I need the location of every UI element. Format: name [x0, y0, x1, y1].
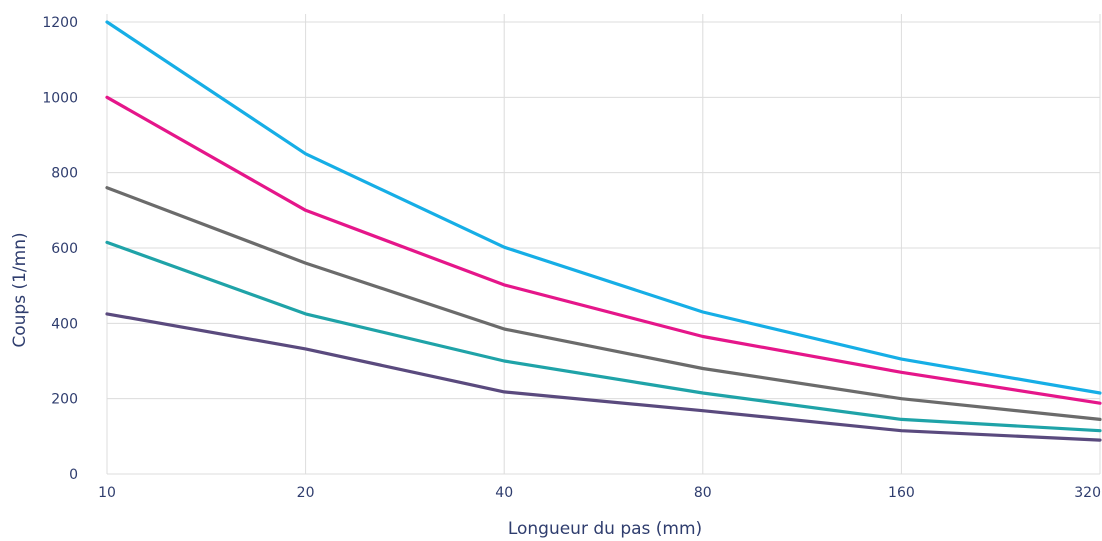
vertical-gridlines [106, 14, 1101, 474]
horizontal-gridlines [107, 21, 1100, 475]
x-tick-label: 320 [1074, 485, 1101, 501]
y-tick-label: 0 [69, 467, 78, 483]
series-line-2 [105, 95, 1102, 405]
x-tick-label: 80 [694, 485, 712, 501]
x-tick-label: 20 [297, 485, 315, 501]
series-lines [105, 20, 1102, 442]
x-tick-label: 10 [98, 485, 116, 501]
series-line-4 [105, 240, 1102, 433]
x-tick-label: 40 [495, 485, 513, 501]
y-tick-label: 800 [51, 166, 78, 182]
y-tick-label: 600 [51, 241, 78, 257]
x-tick-label: 160 [888, 485, 915, 501]
y-axis-title: Coups (1/mn) [10, 232, 30, 347]
y-tick-label: 200 [51, 392, 78, 408]
y-axis-tick-labels: 0 200 400 600 800 1000 1200 [42, 15, 78, 483]
x-axis-tick-labels: 10 20 40 80 160 320 [98, 485, 1101, 501]
x-axis-title: Longueur du pas (mm) [508, 519, 702, 539]
y-tick-label: 1000 [42, 90, 78, 106]
series-line-3 [105, 186, 1102, 421]
y-tick-label: 1200 [42, 15, 78, 31]
series-line-1 [105, 20, 1102, 395]
series-line-5 [105, 312, 1102, 442]
y-tick-label: 400 [51, 316, 78, 332]
